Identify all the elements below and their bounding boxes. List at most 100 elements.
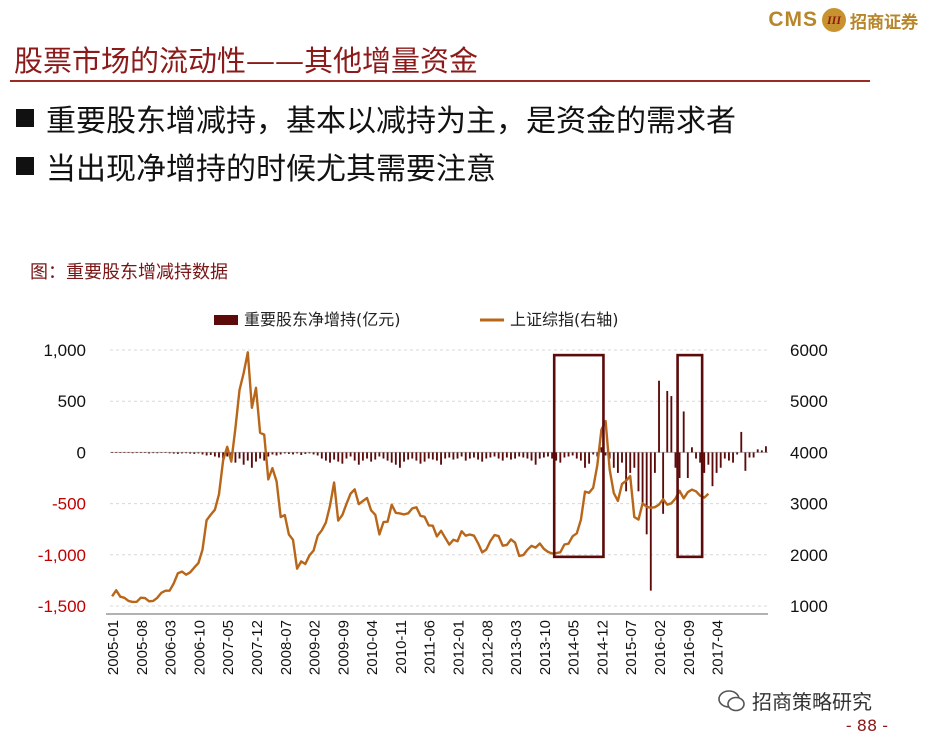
net-increase-bar — [637, 452, 640, 492]
net-increase-bar — [345, 452, 348, 459]
net-increase-bar — [201, 452, 204, 455]
net-increase-bar — [452, 452, 455, 460]
net-increase-bar — [485, 452, 488, 459]
net-increase-bar — [226, 452, 229, 457]
net-increase-bar — [555, 452, 558, 461]
net-increase-bar — [341, 452, 344, 464]
net-increase-bar — [275, 452, 278, 456]
net-increase-bar — [514, 452, 517, 459]
net-increase-bar — [300, 452, 303, 455]
net-increase-bar — [374, 452, 377, 460]
x-tick-label: 2015-07 — [623, 620, 640, 675]
net-increase-bar — [222, 452, 225, 459]
net-increase-bar — [481, 452, 484, 462]
x-tick-label: 2011-06 — [422, 620, 439, 674]
net-increase-bar — [526, 452, 529, 459]
net-increase-bar — [316, 452, 319, 456]
net-increase-bar — [460, 452, 463, 457]
net-increase-bar — [542, 452, 545, 458]
net-increase-bar — [633, 452, 636, 468]
net-increase-bar — [431, 452, 434, 460]
page-title: 股票市场的流动性——其他增量资金 — [14, 44, 479, 78]
shanghai-index-line — [111, 351, 710, 604]
net-increase-bar — [255, 452, 257, 462]
x-tick-label: 2016-09 — [681, 620, 698, 675]
net-increase-bar — [674, 452, 677, 468]
net-increase-bar — [690, 447, 693, 453]
net-increase-bar — [238, 452, 241, 459]
net-increase-bar — [703, 452, 706, 473]
net-increase-bar — [695, 452, 697, 459]
y-left-tick-label: 500 — [58, 392, 86, 411]
y-right-tick-label: 6000 — [790, 341, 828, 360]
net-increase-bar — [662, 452, 665, 514]
net-increase-bar — [246, 452, 249, 461]
net-increase-bar — [366, 452, 368, 459]
net-increase-bar — [386, 452, 389, 461]
shareholder-chart: 1,0005000-500-1,000-1,500600050004000300… — [38, 310, 828, 675]
net-increase-bar — [728, 452, 730, 461]
net-increase-bar — [448, 452, 451, 458]
x-tick-label: 2012-08 — [479, 620, 496, 675]
net-increase-bar — [168, 452, 171, 454]
net-increase-bar — [115, 452, 118, 453]
net-increase-bar — [473, 452, 475, 458]
net-increase-bar — [653, 452, 656, 473]
net-increase-bar — [534, 452, 537, 465]
net-increase-bar — [645, 452, 648, 535]
net-increase-bar — [641, 452, 644, 504]
page-number: - 88 - — [845, 716, 888, 735]
net-increase-bar — [444, 452, 447, 459]
x-tick-label: 2014-12 — [594, 620, 611, 675]
x-tick-label: 2008-07 — [278, 620, 295, 675]
net-increase-bar — [596, 452, 599, 457]
net-increase-bar — [567, 452, 570, 457]
net-increase-bar — [139, 452, 142, 454]
net-increase-bar — [390, 452, 393, 463]
net-increase-bar — [699, 452, 702, 463]
net-increase-bar — [497, 452, 500, 459]
net-increase-bar — [271, 452, 274, 455]
net-increase-bar — [135, 452, 138, 453]
x-tick-label: 2007-12 — [249, 620, 266, 675]
bullet-item-1: 重要股东增减持，基本以减持为主，是资金的需求者 — [16, 96, 736, 140]
net-increase-bar — [357, 452, 360, 465]
x-tick-label: 2010-11 — [393, 620, 410, 674]
net-increase-bar — [279, 452, 282, 455]
net-increase-bar — [172, 452, 175, 454]
net-increase-bar — [119, 452, 122, 454]
x-tick-label: 2007-05 — [220, 620, 237, 675]
net-increase-bar — [185, 452, 188, 454]
net-increase-bar — [493, 452, 496, 457]
net-increase-bar — [242, 452, 245, 465]
net-increase-bar — [740, 431, 743, 453]
net-increase-bar — [382, 452, 385, 459]
net-increase-bar — [152, 452, 155, 454]
square-bullet-icon — [16, 157, 34, 175]
net-increase-bar — [320, 452, 323, 459]
net-increase-bar — [123, 452, 126, 453]
net-increase-bar — [436, 452, 438, 461]
net-increase-bar — [415, 452, 418, 461]
net-increase-bar — [440, 452, 442, 465]
x-tick-label: 2017-04 — [710, 620, 727, 675]
net-increase-bar — [181, 452, 183, 454]
highlight-box — [676, 353, 704, 559]
net-increase-bar — [427, 452, 430, 459]
net-increase-bar — [267, 452, 270, 457]
y-right-tick-label: 4000 — [790, 443, 828, 462]
legend-swatch-bar — [214, 315, 238, 325]
net-increase-bar — [263, 452, 266, 461]
x-tick-label: 2009-09 — [335, 620, 352, 675]
net-increase-bar — [407, 452, 410, 460]
logo-cn-text: 招商证券 — [850, 12, 918, 33]
net-increase-bar — [522, 452, 525, 458]
net-increase-bar — [547, 452, 549, 457]
net-increase-bar — [489, 452, 492, 458]
net-increase-bar — [250, 452, 253, 468]
x-tick-label: 2014-05 — [566, 620, 583, 675]
footer-brand: 招商策略研究 — [718, 686, 872, 715]
net-increase-bar — [464, 452, 467, 461]
net-increase-bar — [213, 452, 216, 457]
net-increase-bar — [283, 452, 286, 454]
